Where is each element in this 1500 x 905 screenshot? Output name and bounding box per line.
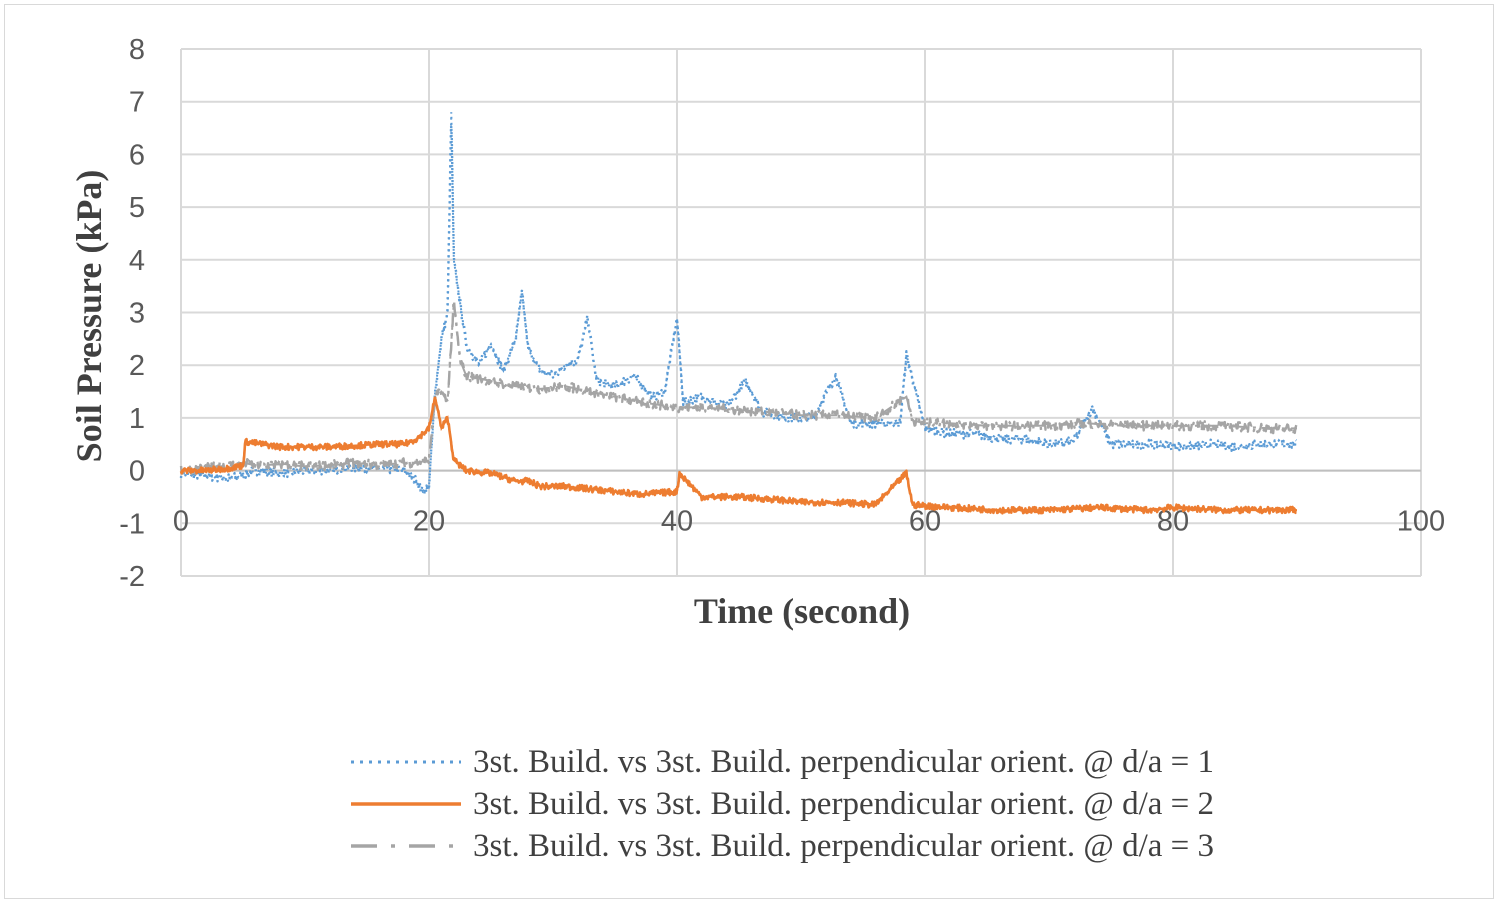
- y-tick-label: 2: [129, 350, 145, 382]
- x-tick-label: 20: [413, 506, 445, 538]
- y-tick-label: -1: [119, 508, 145, 540]
- x-tick-label: 100: [1397, 506, 1445, 538]
- y-axis-title: Soil Pressure (kPa): [69, 170, 109, 463]
- series-layer: [179, 112, 1298, 515]
- y-tick-label: 7: [129, 87, 145, 119]
- y-tick-label: -2: [119, 561, 145, 593]
- legend-label-3: 3st. Build. vs 3st. Build. perpendicular…: [473, 828, 1214, 864]
- chart-frame: -2 -1 0 1 2 3 4 5 6 7 8 0 20 40 60 80 100 Time (second)…: [4, 4, 1494, 899]
- x-tick-label: 60: [909, 506, 941, 538]
- x-tick-label: 0: [173, 506, 189, 538]
- y-tick-label: 3: [129, 298, 145, 330]
- x-axis-title: Time (second): [694, 591, 910, 631]
- y-tick-label: 1: [129, 403, 145, 435]
- y-tick-label: 5: [129, 192, 145, 224]
- x-tick-label: 40: [661, 506, 693, 538]
- series-keypoints-1: [180, 112, 1297, 494]
- legend: 3st. Build. vs 3st. Build. perpendicular…: [351, 744, 1214, 864]
- legend-label-1: 3st. Build. vs 3st. Build. perpendicular…: [473, 744, 1214, 780]
- y-tick-labels: -2 -1 0 1 2 3 4 5 6 7 8: [119, 34, 145, 593]
- y-tick-label: 4: [129, 245, 145, 277]
- gridlines: [180, 48, 1422, 577]
- series-keypoints-2: [181, 396, 1297, 512]
- y-tick-label: 6: [129, 139, 145, 171]
- x-tick-labels: 0 20 40 60 80 100: [173, 506, 1445, 538]
- y-tick-label: 8: [129, 34, 145, 66]
- series-line-1: [179, 124, 1298, 496]
- y-tick-label: 0: [129, 456, 145, 488]
- legend-label-2: 3st. Build. vs 3st. Build. perpendicular…: [473, 786, 1214, 822]
- series-keypoints-3: [180, 301, 1297, 472]
